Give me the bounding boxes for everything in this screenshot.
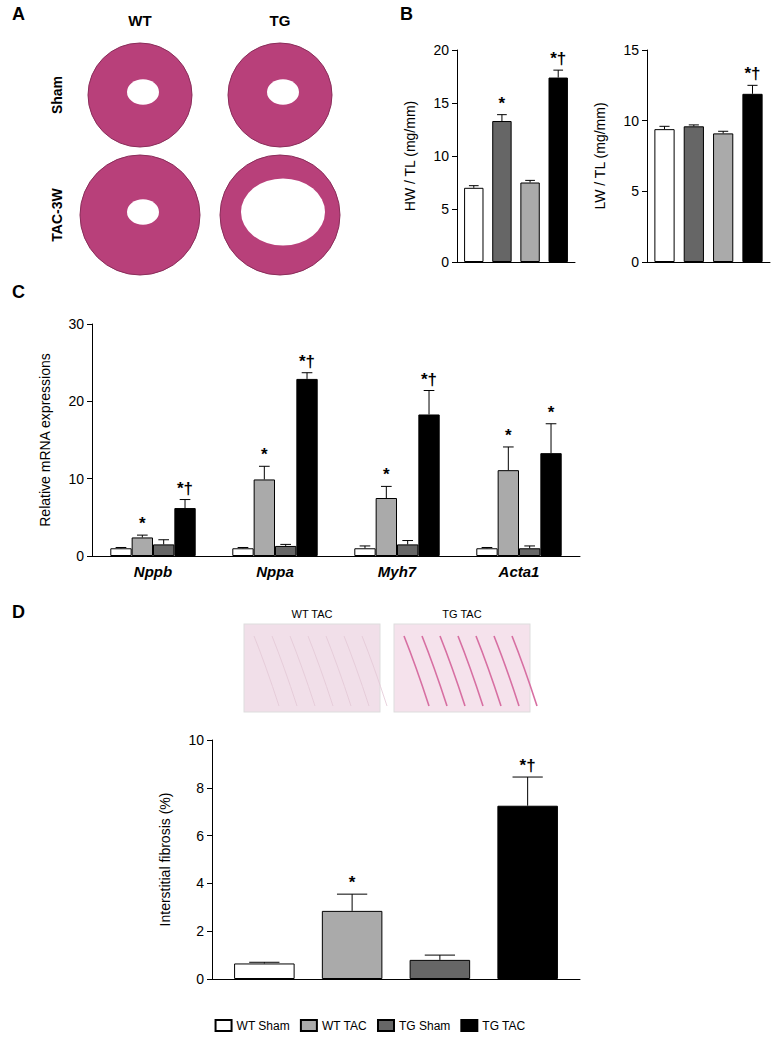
svg-text:*†: *† (744, 64, 760, 83)
svg-text:WT: WT (128, 12, 151, 29)
svg-text:0: 0 (76, 548, 84, 564)
svg-text:*: * (383, 465, 390, 484)
svg-text:10: 10 (188, 732, 204, 748)
svg-text:WT TAC: WT TAC (322, 1019, 367, 1033)
svg-text:0: 0 (196, 971, 204, 987)
svg-text:Myh7: Myh7 (378, 563, 417, 580)
svg-text:10: 10 (623, 113, 639, 129)
svg-text:*†: *† (421, 370, 437, 389)
svg-text:Nppb: Nppb (134, 563, 172, 580)
svg-text:HW / TL (mg/mm): HW / TL (mg/mm) (402, 101, 418, 211)
svg-text:0: 0 (631, 254, 639, 270)
svg-text:*: * (139, 514, 146, 533)
svg-text:*: * (505, 426, 512, 445)
svg-text:Interstitial fibrosis (%): Interstitial fibrosis (%) (157, 793, 173, 927)
svg-text:Sham: Sham (49, 76, 65, 114)
svg-text:WT TAC: WT TAC (292, 608, 333, 620)
svg-text:10: 10 (68, 471, 84, 487)
svg-text:TG Sham: TG Sham (399, 1019, 450, 1033)
svg-text:5: 5 (441, 201, 449, 217)
svg-text:Acta1: Acta1 (498, 563, 540, 580)
svg-text:0: 0 (441, 254, 449, 270)
svg-text:*: * (499, 94, 506, 113)
svg-text:30: 30 (68, 316, 84, 332)
svg-text:8: 8 (196, 780, 204, 796)
svg-text:*†: *† (520, 756, 536, 775)
svg-text:*: * (261, 445, 268, 464)
svg-text:*†: *† (177, 479, 193, 498)
html-text:D: D (12, 602, 25, 622)
svg-text:Nppa: Nppa (256, 563, 294, 580)
svg-text:TG TAC: TG TAC (442, 608, 481, 620)
svg-text:TG: TG (270, 12, 291, 29)
html-text:C: C (12, 282, 25, 302)
svg-text:4: 4 (196, 875, 204, 891)
svg-text:20: 20 (68, 393, 84, 409)
svg-text:WT Sham: WT Sham (237, 1019, 290, 1033)
svg-text:5: 5 (631, 183, 639, 199)
svg-text:TG TAC: TG TAC (482, 1019, 525, 1033)
svg-text:TAC-3W: TAC-3W (49, 188, 65, 242)
svg-text:*†: *† (299, 352, 315, 371)
svg-text:*: * (349, 873, 356, 892)
svg-text:10: 10 (433, 148, 449, 164)
svg-text:15: 15 (623, 42, 639, 58)
svg-text:20: 20 (433, 42, 449, 58)
svg-text:2: 2 (196, 923, 204, 939)
html-text:A: A (12, 4, 25, 24)
svg-text:15: 15 (433, 95, 449, 111)
svg-text:*†: *† (550, 49, 566, 68)
svg-text:Relative mRNA expressions: Relative mRNA expressions (37, 353, 53, 527)
svg-text:*: * (548, 403, 555, 422)
svg-text:LW / TL (mg/mm): LW / TL (mg/mm) (592, 102, 608, 209)
html-text:B: B (400, 4, 413, 24)
svg-text:6: 6 (196, 828, 204, 844)
